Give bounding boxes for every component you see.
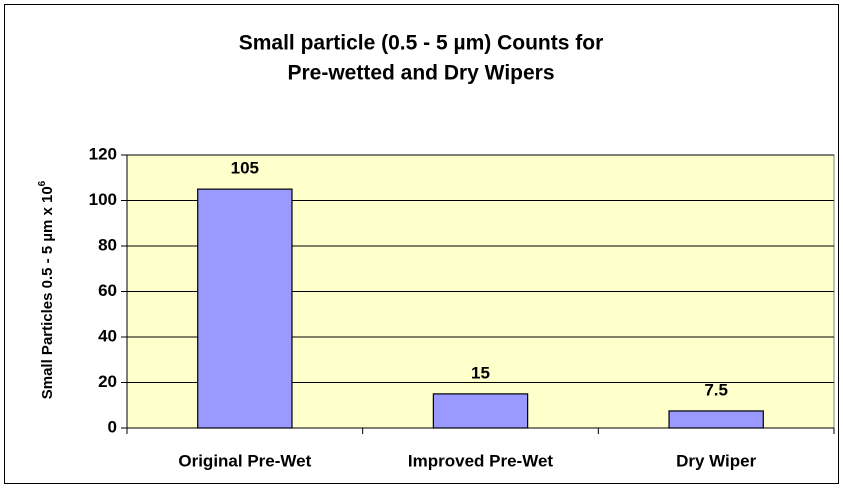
data-label: 105 (231, 159, 259, 178)
y-tick-label: 120 (89, 144, 117, 163)
bar (197, 188, 293, 429)
data-label: 7.5 (704, 380, 728, 399)
y-tick-label: 40 (98, 326, 117, 345)
y-tick-label: 100 (89, 190, 117, 209)
x-tick-label: Original Pre-Wet (178, 451, 311, 470)
x-tick-label: Improved Pre-Wet (408, 451, 554, 470)
y-axis-label: Small Particles 0.5 - 5 µm x 106 (37, 180, 56, 399)
y-tick-label: 60 (98, 281, 117, 300)
x-tick-label: Dry Wiper (676, 451, 757, 470)
bar (668, 410, 764, 429)
chart-title: Pre-wetted and Dry Wipers (287, 62, 554, 85)
y-tick-label: 20 (98, 372, 117, 391)
chart-title: Small particle (0.5 - 5 µm) Counts for (239, 32, 604, 55)
y-tick-label: 80 (98, 235, 117, 254)
bar (432, 393, 529, 429)
y-tick-label: 0 (108, 417, 117, 436)
data-label: 15 (471, 363, 490, 382)
